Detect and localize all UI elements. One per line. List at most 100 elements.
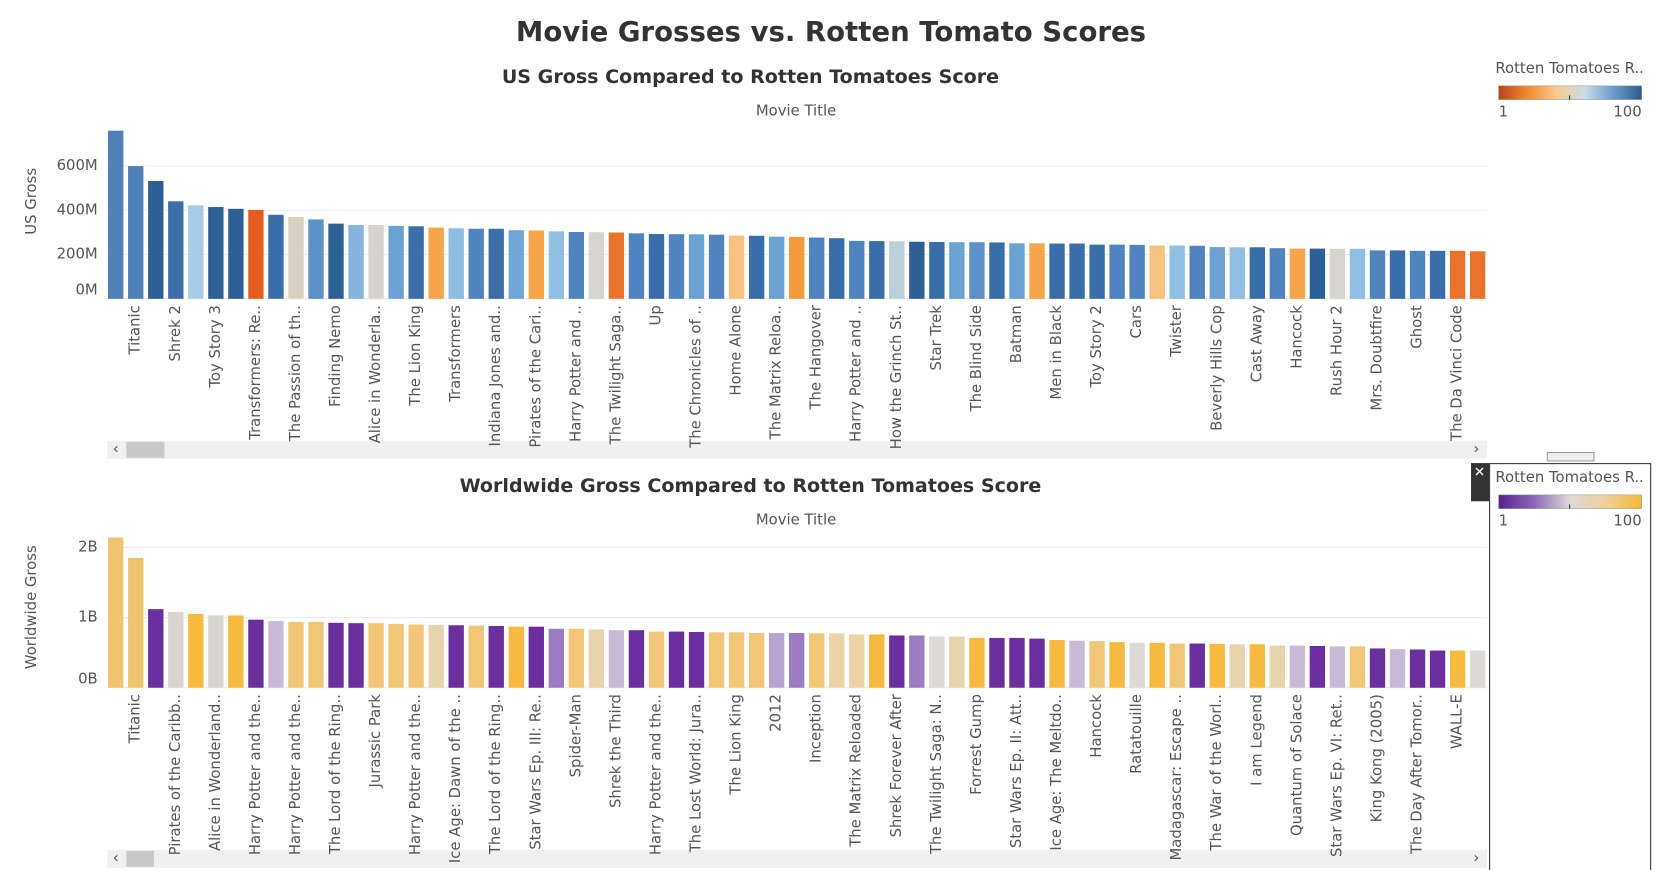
x-tick-label: Quantum of Solace — [1288, 694, 1305, 836]
bar — [248, 619, 264, 688]
chart-title: US Gross Compared to Rotten Tomatoes Sco… — [502, 66, 999, 88]
bar — [788, 236, 805, 299]
y-tick-label: 400M — [57, 201, 98, 218]
bar — [688, 631, 705, 688]
x-tick-label: Shrek the Third — [607, 694, 624, 808]
x-tick-label: The Blind Side — [968, 305, 985, 412]
x-tick-label: Shrek 2 — [167, 305, 184, 361]
dashboard-title: Movie Grosses vs. Rotten Tomato Scores — [516, 16, 1146, 48]
scrollbar[interactable] — [107, 849, 1487, 868]
x-tick-label: Toy Story 3 — [207, 305, 224, 388]
x-tick-label: The Hangover — [808, 304, 825, 410]
bar — [1229, 247, 1245, 299]
scroll-right[interactable]: › — [1473, 849, 1479, 866]
x-tick-label: Harry Potter and the.. — [647, 694, 664, 855]
bar — [1249, 644, 1265, 688]
bar — [228, 208, 244, 299]
bar — [989, 637, 1005, 688]
x-tick-label: Pirates of the Caribb.. — [167, 694, 184, 855]
bar — [748, 235, 765, 299]
bar — [1029, 243, 1045, 299]
bar — [1289, 248, 1306, 299]
close-icon[interactable]: ✕ — [1474, 465, 1486, 481]
bar — [348, 623, 364, 688]
y-tick-label: 0B — [78, 670, 98, 687]
scrollbar[interactable] — [107, 440, 1487, 459]
bar — [1049, 243, 1065, 299]
x-tick-label: Mrs. Doubtfire — [1368, 305, 1385, 410]
bar — [488, 228, 504, 299]
bar — [1349, 248, 1366, 299]
bar — [468, 228, 484, 299]
x-tick-label: Star Wars Ep. II: Att.. — [1008, 694, 1025, 848]
x-tick-label: Star Wars Ep. III: Re.. — [527, 694, 544, 850]
bar — [1309, 645, 1326, 688]
bar — [268, 214, 284, 299]
scroll-thumb[interactable] — [126, 441, 165, 458]
x-tick-label: I am Legend — [1248, 694, 1265, 786]
bar — [648, 631, 665, 688]
bar — [1269, 645, 1286, 688]
bar — [448, 625, 464, 688]
drag-handle[interactable] — [1546, 451, 1595, 462]
bar — [809, 633, 825, 688]
x-tick-label: Cast Away — [1248, 305, 1265, 382]
x-tick-label: Spider-Man — [567, 694, 584, 777]
bar — [108, 537, 124, 688]
bar — [1389, 649, 1406, 688]
bar — [909, 241, 925, 299]
bar — [949, 636, 965, 688]
bar — [809, 237, 825, 299]
y-axis-label: Worldwide Gross — [23, 545, 40, 669]
x-tick-label: How the Grinch St.. — [888, 305, 905, 449]
bar — [148, 180, 164, 299]
x-tick-label: Ice Age: The Meltdo.. — [1048, 694, 1065, 851]
bar — [1409, 250, 1426, 299]
x-tick-label: The Lost World: Jura.. — [688, 694, 705, 853]
x-tick-label: Forrest Gump — [968, 694, 985, 795]
x-tick-label: Alice in Wonderland.. — [207, 694, 224, 851]
y-tick-label: 600M — [57, 157, 98, 174]
bar — [989, 242, 1005, 299]
bar — [1089, 641, 1105, 688]
bar — [428, 624, 444, 688]
bar — [829, 238, 845, 299]
bar — [388, 225, 404, 299]
x-tick-label: Hancock — [1288, 305, 1305, 369]
y-axis-label: US Gross — [23, 168, 40, 235]
bar — [748, 632, 765, 688]
bar — [1209, 643, 1225, 688]
x-tick-label: Ice Age: Dawn of the .. — [447, 694, 464, 863]
bar — [208, 207, 224, 299]
bar — [548, 628, 565, 688]
bar — [328, 223, 344, 299]
y-tick-label: 0M — [75, 281, 97, 298]
bar — [1449, 250, 1466, 299]
x-tick-label: Beverly Hills Cop — [1208, 305, 1225, 431]
legend-min: 1 — [1499, 103, 1508, 120]
x-tick-label: Ghost — [1409, 305, 1426, 349]
scroll-thumb[interactable] — [126, 850, 154, 867]
x-tick-label: Harry Potter and .. — [848, 305, 865, 442]
x-tick-label: Madagascar: Escape .. — [1168, 694, 1185, 860]
y-tick-label: 1B — [78, 609, 98, 626]
scroll-right[interactable]: › — [1473, 440, 1479, 457]
bar — [1169, 245, 1185, 299]
y-tick-label: 200M — [57, 246, 98, 263]
bar — [909, 635, 925, 688]
panel-controls[interactable] — [1471, 463, 1490, 502]
bar — [388, 623, 404, 688]
bar — [688, 234, 705, 299]
scroll-left[interactable]: ‹ — [113, 440, 119, 457]
bar — [568, 232, 585, 299]
x-tick-label: The Twilight Saga: N.. — [928, 694, 945, 855]
bar — [608, 630, 625, 688]
bar — [849, 240, 865, 299]
bar — [248, 209, 264, 299]
x-tick-label: The Passion of th.. — [287, 305, 304, 442]
bar — [1189, 643, 1205, 688]
bar — [869, 241, 885, 299]
scroll-left[interactable]: ‹ — [113, 849, 119, 866]
bar — [628, 233, 645, 299]
legend-panel — [1489, 463, 1652, 870]
